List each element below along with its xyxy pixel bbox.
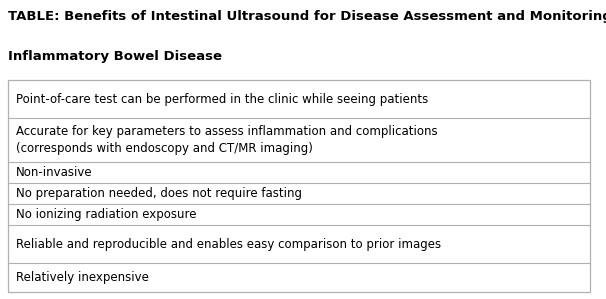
Text: TABLE: Benefits of Intestinal Ultrasound for Disease Assessment and Monitoring i: TABLE: Benefits of Intestinal Ultrasound… xyxy=(8,10,606,23)
Text: No ionizing radiation exposure: No ionizing radiation exposure xyxy=(16,208,196,221)
Text: No preparation needed, does not require fasting: No preparation needed, does not require … xyxy=(16,187,302,200)
Text: Reliable and reproducible and enables easy comparison to prior images: Reliable and reproducible and enables ea… xyxy=(16,238,441,251)
Text: Non-invasive: Non-invasive xyxy=(16,166,93,179)
Text: Inflammatory Bowel Disease: Inflammatory Bowel Disease xyxy=(8,50,222,63)
Text: Accurate for key parameters to assess inflammation and complications
(correspond: Accurate for key parameters to assess in… xyxy=(16,125,438,155)
Text: Point-of-care test can be performed in the clinic while seeing patients: Point-of-care test can be performed in t… xyxy=(16,93,428,106)
Text: Relatively inexpensive: Relatively inexpensive xyxy=(16,271,149,284)
Bar xyxy=(8,80,590,292)
